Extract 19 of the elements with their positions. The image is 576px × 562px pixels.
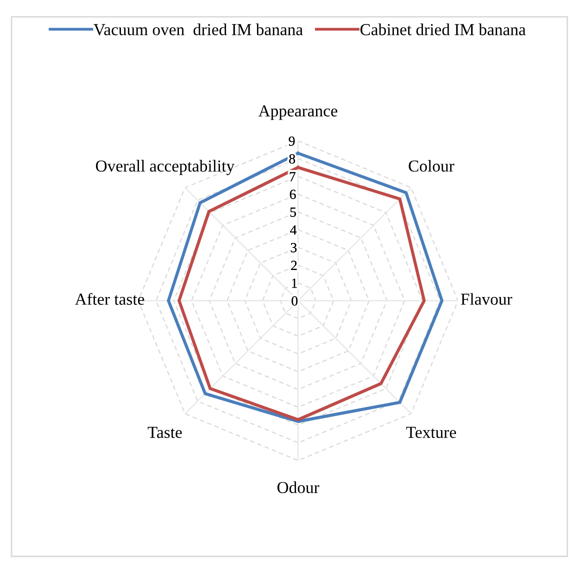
y-tick-label: 7 bbox=[290, 172, 296, 182]
spoke-label: Taste bbox=[148, 426, 182, 438]
y-tick-label: 6 bbox=[290, 190, 296, 200]
y-tick-label: 0 bbox=[292, 296, 298, 306]
spoke-label: Colour bbox=[408, 160, 454, 172]
spoke-label: Appearance bbox=[258, 105, 338, 120]
spoke-label: After taste bbox=[74, 292, 144, 305]
y-tick-label: 9 bbox=[288, 136, 295, 146]
legend-label: Vacuum oven dried IM banana bbox=[94, 24, 303, 36]
y-tick-label: 5 bbox=[290, 208, 296, 217]
y-tick-label: 4 bbox=[290, 225, 297, 234]
spoke-label: Texture bbox=[406, 426, 456, 438]
y-tick-label: 3 bbox=[290, 243, 297, 252]
spoke-label: Overall acceptability bbox=[96, 160, 234, 176]
legend-label: Cabinet dried IM banana bbox=[360, 24, 526, 36]
spoke-label: Flavour bbox=[460, 293, 512, 305]
spoke-label: Odour bbox=[277, 481, 320, 494]
y-tick-label: 1 bbox=[292, 278, 297, 288]
y-tick-label: 2 bbox=[291, 260, 297, 270]
